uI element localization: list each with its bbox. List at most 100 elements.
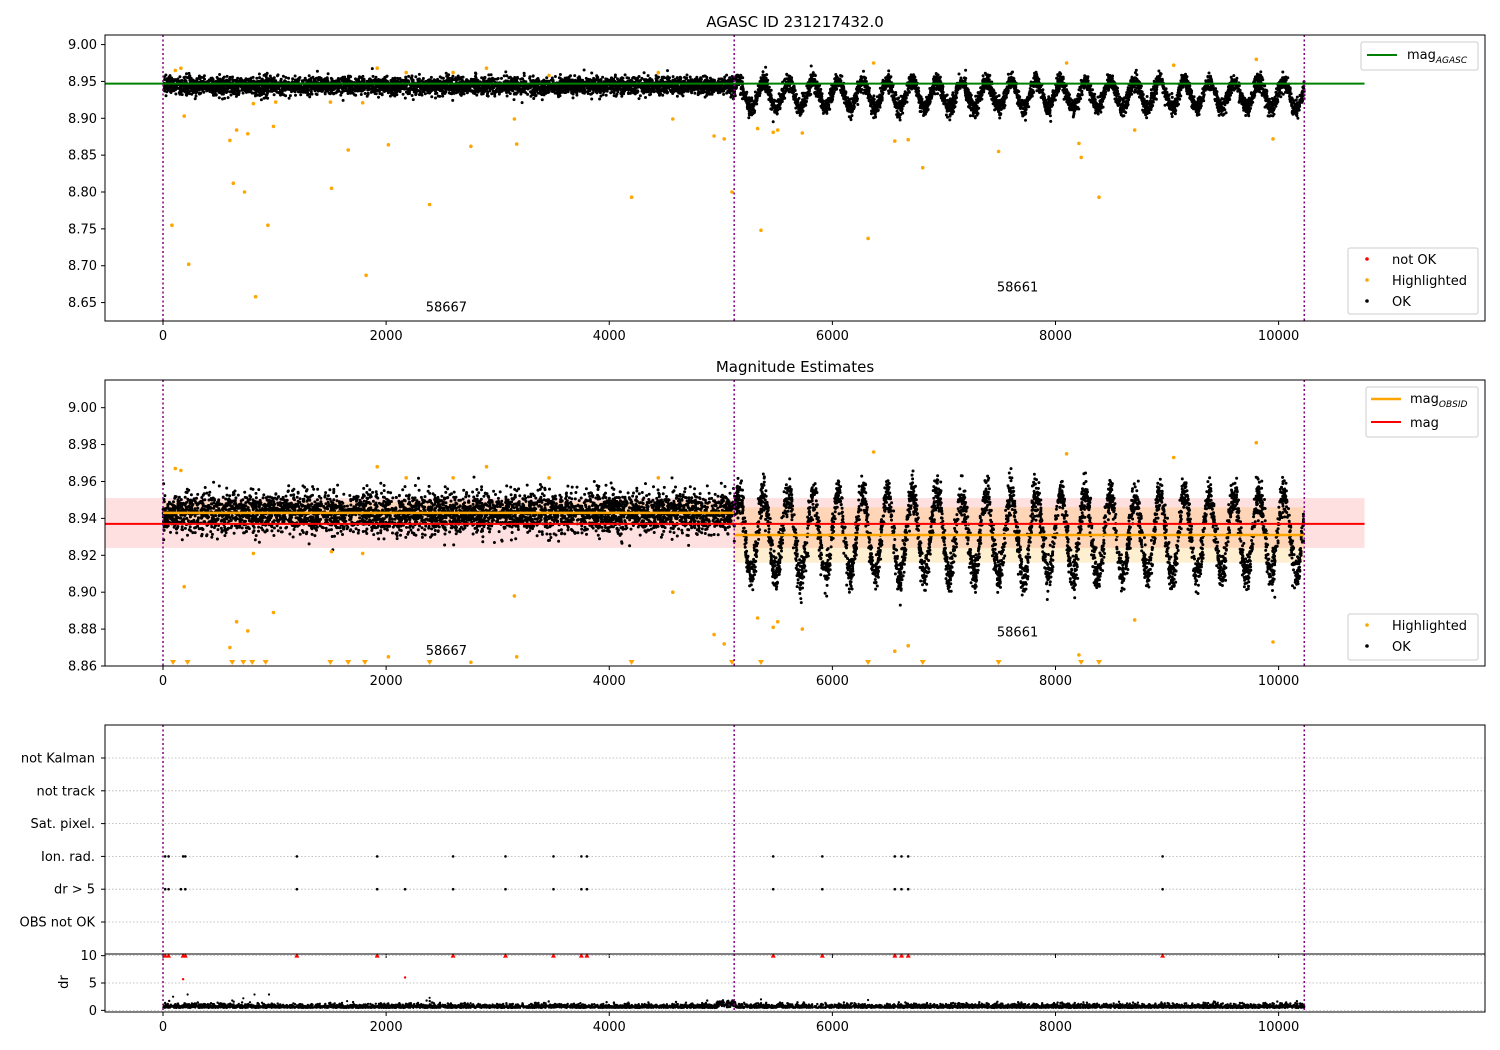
x-tick-label: 0	[159, 1020, 167, 1035]
magnitude-panel-title: Magnitude Estimates	[716, 358, 874, 376]
dr-outlier-point	[248, 1001, 252, 1004]
legend-ok-label: OK	[1392, 295, 1411, 310]
dr-capped-marker	[892, 953, 898, 958]
highlighted-point	[1079, 155, 1083, 160]
highlighted-point	[271, 124, 276, 129]
highlighted-point	[242, 190, 247, 194]
dr-capped-marker	[578, 953, 584, 958]
dr-outlier-point	[867, 998, 870, 1002]
highlighted-point	[173, 68, 178, 73]
flag-event-point	[451, 855, 455, 858]
y-tick-label: 8.65	[68, 296, 97, 311]
highlighted-point	[771, 625, 775, 630]
flag-event-point	[893, 887, 897, 891]
flag-event-point	[179, 887, 183, 891]
dr-capped-marker	[819, 953, 825, 958]
flag-row-label: not Kalman	[21, 752, 95, 767]
obsid-label: 58667	[426, 300, 467, 315]
highlighted-point	[484, 464, 489, 469]
legend-ok-marker	[1365, 299, 1369, 303]
highlighted-point	[273, 100, 278, 104]
y-tick-label: 8.86	[68, 660, 97, 675]
flag-event-point	[585, 855, 589, 858]
highlighted-points	[173, 440, 1275, 665]
flag-event-point	[181, 855, 185, 858]
highlighted-point	[1271, 640, 1275, 644]
y-tick-label: 8.85	[68, 149, 97, 164]
highlighted-point	[451, 476, 455, 480]
agasc-legend-top: magAGASC	[1360, 41, 1479, 71]
y-tick-label: 8.98	[68, 438, 97, 453]
flag-event-point	[375, 855, 379, 858]
highlighted-point	[722, 642, 726, 646]
ok-points	[162, 64, 1306, 124]
highlighted-point	[671, 117, 675, 121]
highlighted-point	[427, 202, 432, 207]
flag-event-point	[163, 855, 167, 858]
legend-ok-marker	[1365, 644, 1369, 648]
highlighted-point	[871, 61, 876, 65]
highlighted-point	[364, 273, 368, 278]
x-tick-label: 0	[159, 329, 167, 344]
dr-axis-label: dr	[57, 975, 72, 989]
out-of-range-marker	[327, 660, 334, 665]
highlighted-point	[996, 149, 1001, 154]
x-tick-label: 6000	[816, 1020, 849, 1035]
dr-capped-marker	[503, 953, 509, 958]
flag-event-point	[893, 855, 897, 858]
magnitude-legend-top: magOBSID mag	[1365, 386, 1479, 438]
dr-outlier-point	[759, 998, 763, 1001]
dr-capped-marker	[162, 953, 168, 958]
highlighted-point	[386, 655, 391, 659]
highlighted-point	[253, 294, 258, 299]
highlighted-point	[1064, 452, 1069, 456]
flag-events	[163, 855, 1164, 891]
flag-event-point	[451, 887, 455, 891]
highlighted-point	[629, 195, 634, 199]
legend-highlighted-label: Highlighted	[1392, 274, 1467, 289]
highlighted-point	[234, 128, 239, 132]
out-of-range-marker	[361, 660, 368, 665]
x-tick-label: 6000	[816, 674, 849, 689]
highlighted-point	[547, 476, 551, 480]
highlighted-point	[1077, 141, 1081, 146]
highlighted-point	[251, 101, 256, 106]
flag-row-label: Ion. rad.	[41, 850, 95, 865]
highlighted-point	[920, 165, 925, 170]
highlighted-point	[271, 610, 276, 615]
highlighted-point	[329, 549, 334, 554]
out-of-range-marker	[229, 660, 236, 665]
flag-event-point	[900, 855, 903, 858]
out-of-range-marker	[919, 660, 926, 665]
flag-row-label: Sat. pixel.	[31, 817, 95, 832]
highlighted-point	[375, 464, 380, 469]
legend-box	[1347, 613, 1479, 661]
highlighted-point	[266, 223, 270, 227]
highlighted-point	[173, 466, 178, 471]
highlighted-points	[170, 57, 1275, 299]
highlighted-point	[712, 134, 716, 138]
x-tick-label: 4000	[593, 674, 626, 689]
highlighted-point	[246, 629, 250, 633]
y-tick-label: 8.80	[68, 186, 97, 201]
dr-capped-marker	[584, 953, 590, 958]
x-tick-label: 2000	[370, 674, 403, 689]
highlighted-point	[182, 114, 186, 118]
y-tick-label: 10	[80, 949, 97, 964]
legend-not-ok-label: not OK	[1392, 253, 1437, 268]
highlighted-point	[246, 132, 250, 136]
highlighted-point	[386, 143, 391, 147]
highlighted-point	[360, 551, 365, 556]
dr-outlier-point	[231, 999, 234, 1002]
out-of-range-marker	[1078, 660, 1085, 665]
flag-event-point	[585, 887, 589, 891]
flag-event-point	[504, 887, 507, 891]
x-tick-label: 8000	[1039, 1020, 1072, 1035]
agasc-legend-bottom: not OK Highlighted OK	[1347, 247, 1479, 315]
x-tick-label: 10000	[1258, 674, 1299, 689]
highlighted-point	[547, 73, 551, 78]
out-of-range-marker	[262, 660, 269, 665]
highlighted-point	[775, 619, 780, 624]
highlighted-point	[771, 130, 775, 135]
y-tick-label: 8.70	[68, 259, 97, 274]
